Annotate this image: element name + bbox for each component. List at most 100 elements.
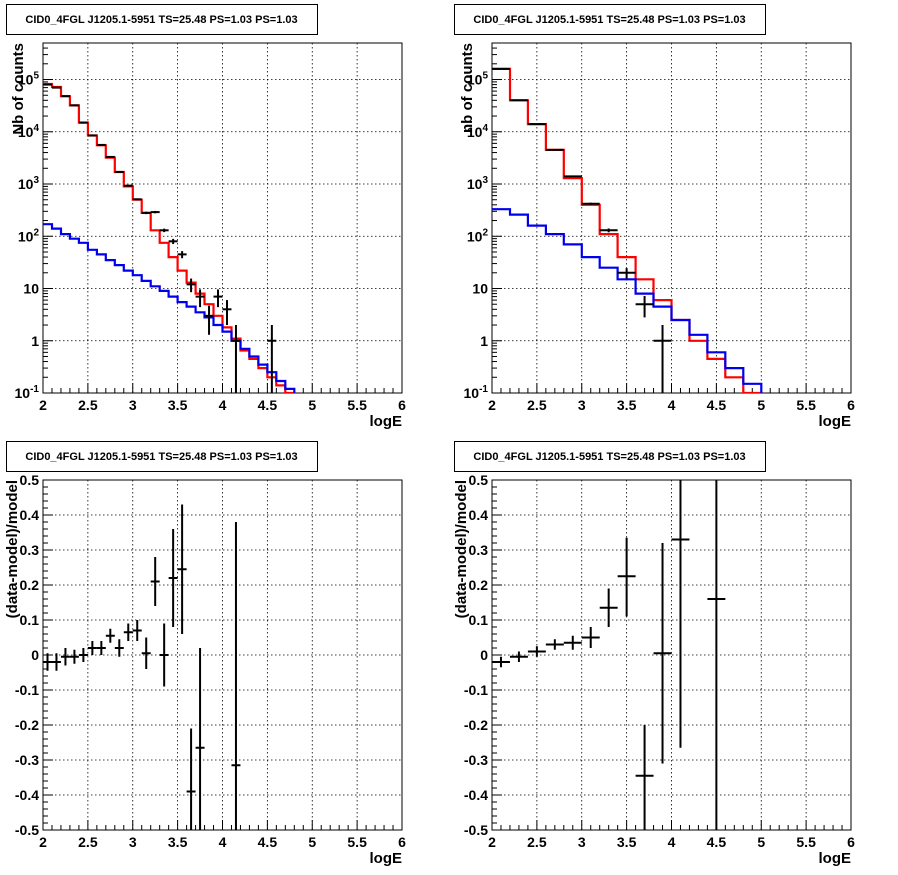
data-point (51, 653, 61, 671)
y-tick-exponent: 2 (33, 227, 39, 238)
x-tick-label: 3.5 (168, 397, 188, 413)
y-axis-label: (data-model)/model (4, 480, 21, 618)
data-point (96, 641, 106, 655)
y-tick-label: -0.5 (464, 822, 488, 838)
data-point (114, 170, 124, 173)
data-point (599, 588, 618, 627)
x-tick-label: 2 (39, 397, 47, 413)
y-tick-base: 10 (464, 385, 480, 401)
y-tick-label: 103 (18, 175, 40, 192)
x-tick-label: 4.5 (707, 397, 727, 413)
x-tick-label: 3.5 (168, 834, 188, 850)
y-tick-base: 10 (467, 124, 483, 140)
chart-title-box: CID0_4FGL J1205.1-5951 TS=25.48 PS=1.03 … (6, 441, 318, 472)
data-point (545, 639, 564, 650)
data-point (492, 656, 510, 668)
y-tick-exponent: 3 (482, 175, 488, 186)
chart-pad-3: CID0_4FGL J1205.1-5951 TS=25.48 PS=1.03 … (4, 441, 406, 867)
data-point (87, 641, 97, 655)
grid (43, 480, 402, 830)
axis-ticks (42, 479, 403, 831)
data-point (150, 557, 160, 606)
data-point (204, 305, 214, 335)
y-tick-label: -0.3 (464, 752, 488, 768)
x-tick-label: 3 (578, 397, 586, 413)
x-tick-label: 2 (39, 834, 47, 850)
y-tick-label: 0.3 (20, 542, 40, 558)
data-point (671, 480, 690, 748)
y-tick-base: 10 (467, 176, 483, 192)
x-tick-label: 2.5 (78, 397, 98, 413)
y-tick-label: 0.3 (469, 542, 489, 558)
chart-title-box: CID0_4FGL J1205.1-5951 TS=25.48 PS=1.03 … (454, 4, 766, 35)
axis-ticks (491, 47, 852, 394)
x-tick-label: 4 (668, 397, 676, 413)
y-tick-label: 105 (467, 71, 489, 88)
y-tick-label: 103 (467, 175, 489, 192)
data-point (527, 646, 546, 657)
data-point (69, 649, 79, 664)
y-tick-base: 10 (467, 228, 483, 244)
x-tick-label: 5 (757, 834, 765, 850)
data-point (43, 83, 52, 86)
data-point (635, 725, 654, 830)
y-tick-label: -0.1 (464, 682, 488, 698)
y-tick-label: -0.5 (15, 822, 39, 838)
y-tick-label: 0.4 (20, 507, 40, 523)
x-axis-label: logE (370, 850, 403, 867)
x-tick-label: 4.5 (258, 834, 278, 850)
y-tick-base: 1 (31, 333, 39, 349)
data-point (563, 175, 582, 178)
y-tick-label: 0.5 (469, 472, 489, 488)
y-tick-label: 104 (467, 123, 489, 140)
data-point (213, 289, 223, 308)
x-tick-label: 2 (488, 397, 496, 413)
data-point (159, 623, 169, 687)
x-tick-label: 5 (308, 834, 316, 850)
data-point (581, 627, 600, 648)
data-point (581, 202, 600, 205)
data-point (43, 653, 52, 671)
y-tick-label: -0.1 (15, 682, 39, 698)
y-tick-label: 105 (18, 71, 40, 88)
data-point (123, 623, 133, 641)
data-point (87, 134, 97, 137)
y-tick-exponent: 4 (33, 123, 39, 134)
y-tick-exponent: -1 (30, 384, 39, 395)
y-tick-label: 1 (480, 333, 488, 349)
y-tick-base: 10 (18, 176, 34, 192)
data-point (168, 529, 178, 627)
data-point (60, 648, 70, 666)
y-tick-label: 0.2 (20, 577, 40, 593)
y-tick-base: 10 (467, 72, 483, 88)
data-point (168, 238, 178, 245)
x-tick-label: 5.5 (347, 397, 367, 413)
x-tick-label: 5.5 (347, 834, 367, 850)
title-frame (454, 441, 766, 472)
y-tick-base: 10 (18, 124, 34, 140)
data-point (222, 300, 232, 326)
y-tick-base: 10 (472, 281, 488, 297)
y-tick-label: 1 (31, 333, 39, 349)
title-frame (454, 4, 766, 35)
chart-title-box: CID0_4FGL J1205.1-5951 TS=25.48 PS=1.03 … (454, 441, 766, 472)
data-point (635, 295, 654, 318)
x-tick-label: 4 (219, 834, 227, 850)
y-tick-label: 104 (18, 123, 40, 140)
histogram-series-source-model (492, 208, 763, 393)
data-point (60, 95, 70, 98)
x-tick-label: 6 (847, 834, 855, 850)
y-tick-exponent: 2 (482, 227, 488, 238)
data-point (267, 325, 277, 393)
data-point (123, 184, 133, 187)
data-point (105, 155, 115, 158)
grid (492, 480, 851, 830)
title-frame (6, 4, 318, 35)
data-point (563, 635, 582, 650)
y-tick-label: 10-1 (15, 384, 40, 401)
histogram-series-total-model (43, 82, 296, 393)
y-tick-exponent: 4 (482, 123, 488, 134)
y-tick-label: 10 (23, 281, 39, 297)
data-point (545, 148, 564, 151)
data-point (707, 480, 726, 830)
